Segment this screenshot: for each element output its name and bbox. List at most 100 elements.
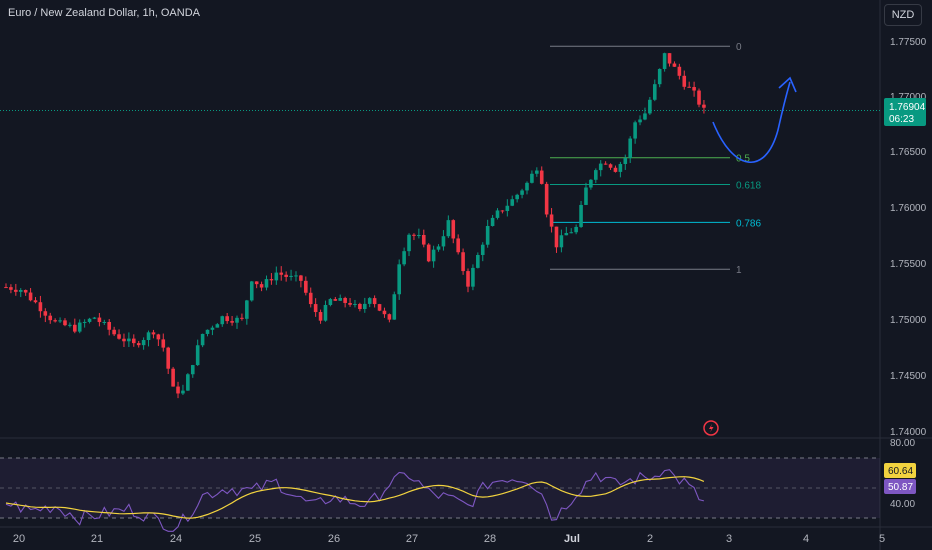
candle-body (181, 390, 185, 394)
candle-body (112, 329, 116, 335)
currency-button[interactable]: NZD (884, 4, 922, 26)
candle-body (471, 267, 475, 287)
candle-body (608, 164, 613, 168)
candle-body (186, 374, 190, 391)
candle-body (53, 320, 57, 322)
candle-body (485, 225, 490, 245)
candle-body (431, 249, 436, 262)
price-tick: 1.75500 (890, 259, 927, 270)
candle-body (598, 163, 603, 171)
candle-body (333, 299, 338, 301)
time-label: Jul (564, 533, 580, 545)
candle-body (662, 53, 667, 69)
candle-body (289, 275, 293, 277)
candle-body (525, 182, 529, 191)
rsi-series (5, 469, 705, 532)
candle-body (151, 332, 156, 335)
fib-level-label: 1 (736, 265, 742, 276)
candle-body (136, 343, 141, 346)
candle-body (623, 158, 628, 164)
candle-body (264, 279, 269, 288)
candle-body (43, 311, 48, 316)
candle-body (122, 338, 126, 342)
candle-body (166, 347, 170, 369)
price-tick: 1.76000 (890, 203, 927, 214)
candle-body (495, 210, 500, 218)
candle-body (510, 199, 515, 206)
candle-body (259, 284, 264, 288)
candle-body (107, 321, 112, 330)
candle-body (195, 345, 200, 366)
candle-body (245, 300, 249, 319)
candle-body (304, 280, 308, 293)
price-tick: 1.77000 (890, 92, 927, 103)
candle-body (274, 272, 279, 281)
candle-body (387, 314, 392, 320)
candle-body (382, 310, 387, 315)
candle-body (505, 205, 510, 212)
candle-body (515, 194, 519, 200)
time-label: 4 (803, 533, 809, 545)
candle-body (539, 170, 544, 184)
candle-body (230, 321, 234, 323)
candle-body (28, 292, 33, 301)
candle-body (628, 138, 633, 159)
candle-body (569, 232, 574, 234)
time-label: 27 (406, 533, 418, 545)
time-label: 3 (726, 533, 732, 545)
candle-body (102, 321, 107, 323)
candle-body (58, 320, 62, 322)
price-axis[interactable]: 1.77500 1.77000 1.76500 1.76000 1.75500 … (890, 37, 927, 438)
candle-body (210, 327, 215, 330)
candle-body (131, 338, 136, 344)
fibonacci-retracement[interactable]: 0 0.5 0.618 0.786 1 (550, 42, 761, 276)
candle-body (372, 298, 377, 305)
candle-body (417, 234, 421, 236)
candle-body (200, 333, 205, 346)
candle-body (466, 271, 470, 287)
candle-body (220, 316, 225, 325)
candle-body (82, 321, 87, 323)
candle-body (313, 304, 318, 313)
candle-body (667, 53, 672, 64)
time-label: 28 (484, 533, 496, 545)
candle-body (68, 324, 72, 326)
candle-body (697, 90, 701, 105)
last-price-badge (884, 98, 926, 126)
candle-body (362, 303, 367, 310)
candle-body (77, 322, 82, 332)
candle-body (215, 324, 220, 328)
candle-body (14, 289, 18, 292)
candle-body (127, 338, 131, 342)
candle-body (117, 334, 121, 339)
candle-body (225, 316, 229, 322)
candle-body (456, 238, 460, 253)
time-label: 25 (249, 533, 261, 545)
rsi-tick: 40.00 (890, 499, 915, 510)
price-tick: 1.76500 (890, 147, 927, 158)
candle-body (603, 163, 608, 165)
candle-body (294, 275, 298, 277)
candle-body (284, 274, 288, 277)
projection-arrowhead (778, 76, 797, 93)
candle-body (249, 281, 254, 301)
candle-body (38, 302, 43, 312)
rsi-value-badge (884, 479, 916, 494)
candle-body (648, 99, 652, 114)
rsi-line (5, 469, 705, 532)
projection-arrow[interactable] (712, 81, 791, 163)
candle-body (461, 252, 465, 272)
candle-body (682, 75, 687, 87)
candle-body (446, 220, 451, 237)
time-axis[interactable]: 20 21 24 25 26 27 28 Jul 2 3 4 5 (13, 533, 885, 545)
fib-level-label: 0.618 (736, 180, 761, 191)
time-label: 2 (647, 533, 653, 545)
lightning-alert-icon[interactable] (703, 420, 719, 436)
candle-body (92, 317, 97, 319)
candle-body (436, 246, 441, 250)
fib-level-label: 0 (736, 42, 742, 53)
candle-body (643, 113, 647, 120)
rsi-ma-line (5, 476, 705, 519)
candle-body (677, 66, 682, 76)
